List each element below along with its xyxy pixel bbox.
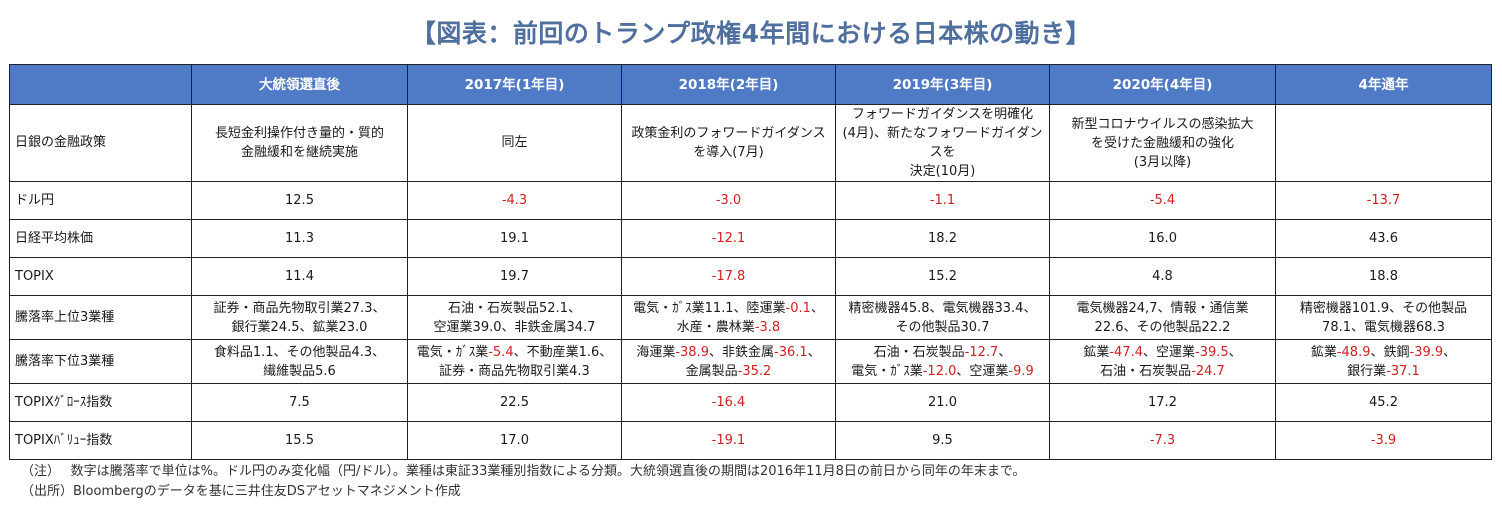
row-label: 騰落率下位3業種	[9, 339, 192, 384]
value-cell: 12.5	[191, 181, 408, 220]
header-2020: 2020年(4年目)	[1049, 64, 1276, 105]
cell: 同左	[407, 104, 622, 182]
cell: 電気・ｶﾞｽ業-5.4、不動産業1.6、 証券・商品先物取引業4.3	[407, 339, 622, 384]
cell: 海運業-38.9、非鉄金属-36.1、 金属製品-35.2	[621, 339, 836, 384]
cell: 鉱業-48.9、鉄鋼-39.9、 銀行業-37.1	[1275, 339, 1492, 384]
row-boj-policy: 日銀の金融政策 長短金利操作付き量的・質的 金融緩和を継続実施 同左 政策金利のフ…	[9, 104, 1492, 182]
header-blank	[9, 64, 192, 105]
row-nikkei: 日経平均株価 11.3 19.1 -12.1 18.2 16.0 43.6	[9, 219, 1492, 258]
row-topix: TOPIX 11.4 19.7 -17.8 15.2 4.8 18.8	[9, 257, 1492, 296]
cell: 鉱業-47.4、空運業-39.5、 石油・石炭製品-24.7	[1049, 339, 1276, 384]
value-cell: 18.2	[835, 219, 1050, 258]
value-cell: -7.3	[1049, 421, 1276, 460]
page-title: 【図表：前回のトランプ政権4年間における日本株の動き】	[410, 19, 1092, 48]
note-line: （注） 数字は騰落率で単位は%。ドル円のみ変化幅（円/ドル）。業種は東証33業種…	[21, 464, 1026, 479]
value-cell: -16.4	[621, 383, 836, 422]
header-2017: 2017年(1年目)	[407, 64, 622, 105]
value-cell: -19.1	[621, 421, 836, 460]
value-cell: 43.6	[1275, 219, 1492, 258]
row-usdjpy: ドル円 12.5 -4.3 -3.0 -1.1 -5.4 -13.7	[9, 181, 1492, 220]
value-cell: -3.0	[621, 181, 836, 220]
value-cell: 19.7	[407, 257, 622, 296]
value-cell: 21.0	[835, 383, 1050, 422]
cell: 長短金利操作付き量的・質的 金融緩和を継続実施	[191, 104, 408, 182]
row-label: 日経平均株価	[9, 219, 192, 258]
cell: 精密機器45.8、電気機器33.4、 その他製品30.7	[835, 295, 1050, 340]
value-cell: 19.1	[407, 219, 622, 258]
row-label: TOPIXﾊﾞﾘｭｰ指数	[9, 421, 192, 460]
row-label: 日銀の金融政策	[9, 104, 192, 182]
row-topix-growth: TOPIXｸﾞﾛｰｽ指数 7.5 22.5 -16.4 21.0 17.2 45…	[9, 383, 1492, 422]
row-label: 騰落率上位3業種	[9, 295, 192, 340]
row-topix-value: TOPIXﾊﾞﾘｭｰ指数 15.5 17.0 -19.1 9.5 -7.3 -3…	[9, 421, 1492, 460]
value-cell: 17.0	[407, 421, 622, 460]
row-label: TOPIXｸﾞﾛｰｽ指数	[9, 383, 192, 422]
cell: フォワードガイダンスを明確化 (4月)、新たなフォワードガイダンスを 決定(10月)	[835, 104, 1050, 182]
value-cell: 11.4	[191, 257, 408, 296]
value-cell: -1.1	[835, 181, 1050, 220]
note-line: （出所）Bloombergのデータを基に三井住友DSアセットマネジメント作成	[21, 484, 461, 499]
value-cell: -3.9	[1275, 421, 1492, 460]
cell: 石油・石炭製品-12.7、 電気・ｶﾞｽ業-12.0、空運業-9.9	[835, 339, 1050, 384]
cell: 証券・商品先物取引業27.3、 銀行業24.5、鉱業23.0	[191, 295, 408, 340]
header-four-year: 4年通年	[1275, 64, 1492, 105]
row-label: ドル円	[9, 181, 192, 220]
value-cell: 11.3	[191, 219, 408, 258]
row-bottom3-sectors: 騰落率下位3業種 食料品1.1、その他製品4.3、 繊維製品5.6 電気・ｶﾞｽ業…	[9, 339, 1492, 384]
value-cell: -17.8	[621, 257, 836, 296]
value-cell: 7.5	[191, 383, 408, 422]
cell	[1275, 104, 1492, 182]
value-cell: 16.0	[1049, 219, 1276, 258]
value-cell: -12.1	[621, 219, 836, 258]
cell: 新型コロナウイルスの感染拡大 を受けた金融緩和の強化 (3月以降)	[1049, 104, 1276, 182]
row-label: TOPIX	[9, 257, 192, 296]
value-cell: 45.2	[1275, 383, 1492, 422]
footnotes: （注） 数字は騰落率で単位は%。ドル円のみ変化幅（円/ドル）。業種は東証33業種…	[21, 462, 1025, 502]
value-cell: 4.8	[1049, 257, 1276, 296]
value-cell: 22.5	[407, 383, 622, 422]
header-2018: 2018年(2年目)	[621, 64, 836, 105]
header-row: 大統領選直後 2017年(1年目) 2018年(2年目) 2019年(3年目) …	[9, 64, 1492, 105]
cell: 石油・石炭製品52.1、 空運業39.0、非鉄金属34.7	[407, 295, 622, 340]
value-cell: 17.2	[1049, 383, 1276, 422]
value-cell: 15.2	[835, 257, 1050, 296]
row-top3-sectors: 騰落率上位3業種 証券・商品先物取引業27.3、 銀行業24.5、鉱業23.0 石…	[9, 295, 1492, 340]
market-table: 大統領選直後 2017年(1年目) 2018年(2年目) 2019年(3年目) …	[9, 64, 1492, 460]
value-cell: -4.3	[407, 181, 622, 220]
cell: 電気・ｶﾞｽ業11.1、陸運業-0.1、 水産・農林業-3.8	[621, 295, 836, 340]
value-cell: 9.5	[835, 421, 1050, 460]
value-cell: 18.8	[1275, 257, 1492, 296]
cell: 政策金利のフォワードガイダンス を導入(7月)	[621, 104, 836, 182]
header-post-election: 大統領選直後	[191, 64, 408, 105]
value-cell: -5.4	[1049, 181, 1276, 220]
cell: 食料品1.1、その他製品4.3、 繊維製品5.6	[191, 339, 408, 384]
cell: 精密機器101.9、その他製品 78.1、電気機器68.3	[1275, 295, 1492, 340]
header-2019: 2019年(3年目)	[835, 64, 1050, 105]
cell: 電気機器24,7、情報・通信業 22.6、その他製品22.2	[1049, 295, 1276, 340]
value-cell: -13.7	[1275, 181, 1492, 220]
value-cell: 15.5	[191, 421, 408, 460]
